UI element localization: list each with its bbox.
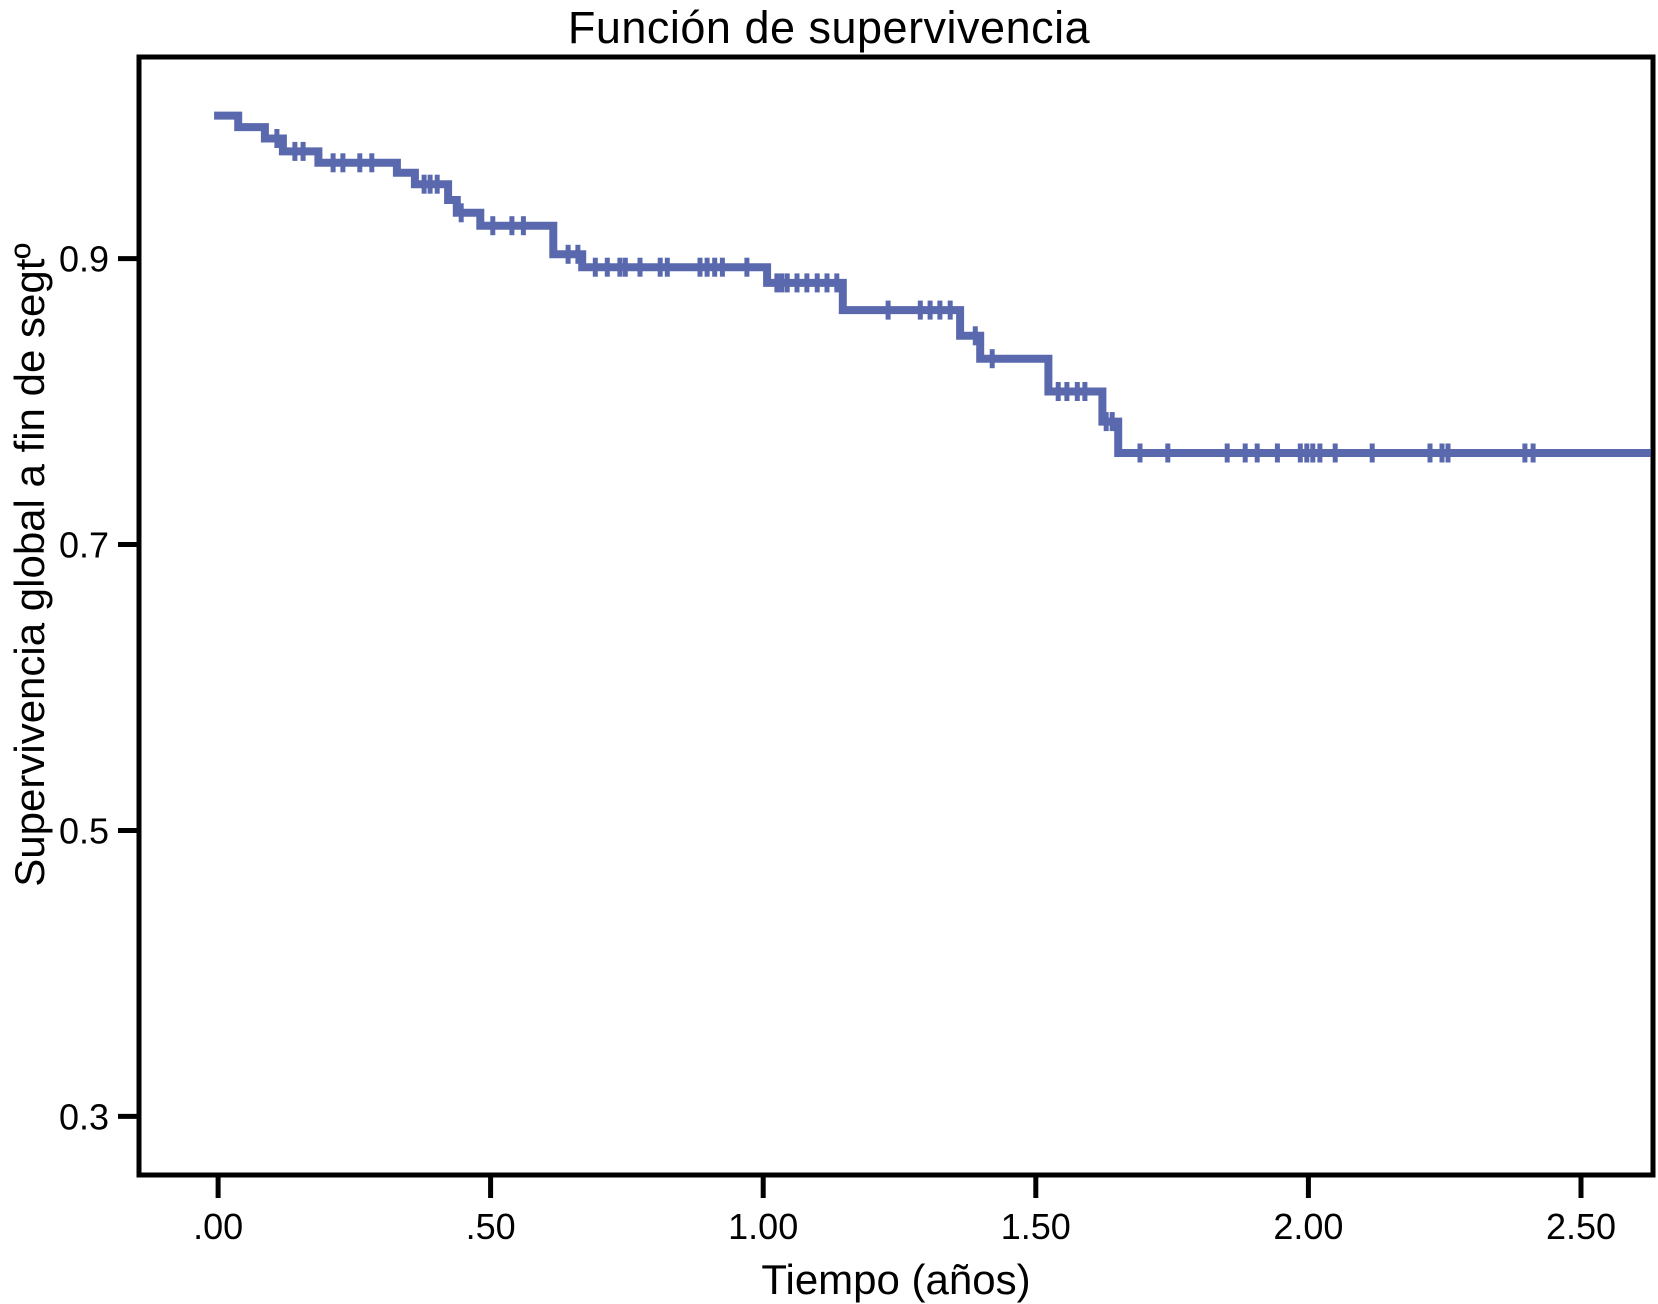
x-axis-title: Tiempo (años) [761, 1256, 1031, 1303]
survival-curve [214, 111, 1651, 457]
x-tick-label: .50 [466, 1206, 516, 1247]
x-tick-label: 1.50 [1001, 1206, 1071, 1247]
x-tick-label: 1.00 [728, 1206, 798, 1247]
chart-title: Función de supervivencia [567, 2, 1091, 53]
y-tick-label: 0.7 [59, 525, 109, 566]
x-tick-label: .00 [193, 1206, 243, 1247]
y-tick-label: 0.3 [59, 1096, 109, 1137]
y-tick-label: 0.5 [59, 811, 109, 852]
x-tick-label: 2.50 [1546, 1206, 1616, 1247]
y-tick-label: 0.9 [59, 239, 109, 280]
plot-frame [136, 54, 1656, 1178]
x-tick-label: 2.00 [1273, 1206, 1343, 1247]
